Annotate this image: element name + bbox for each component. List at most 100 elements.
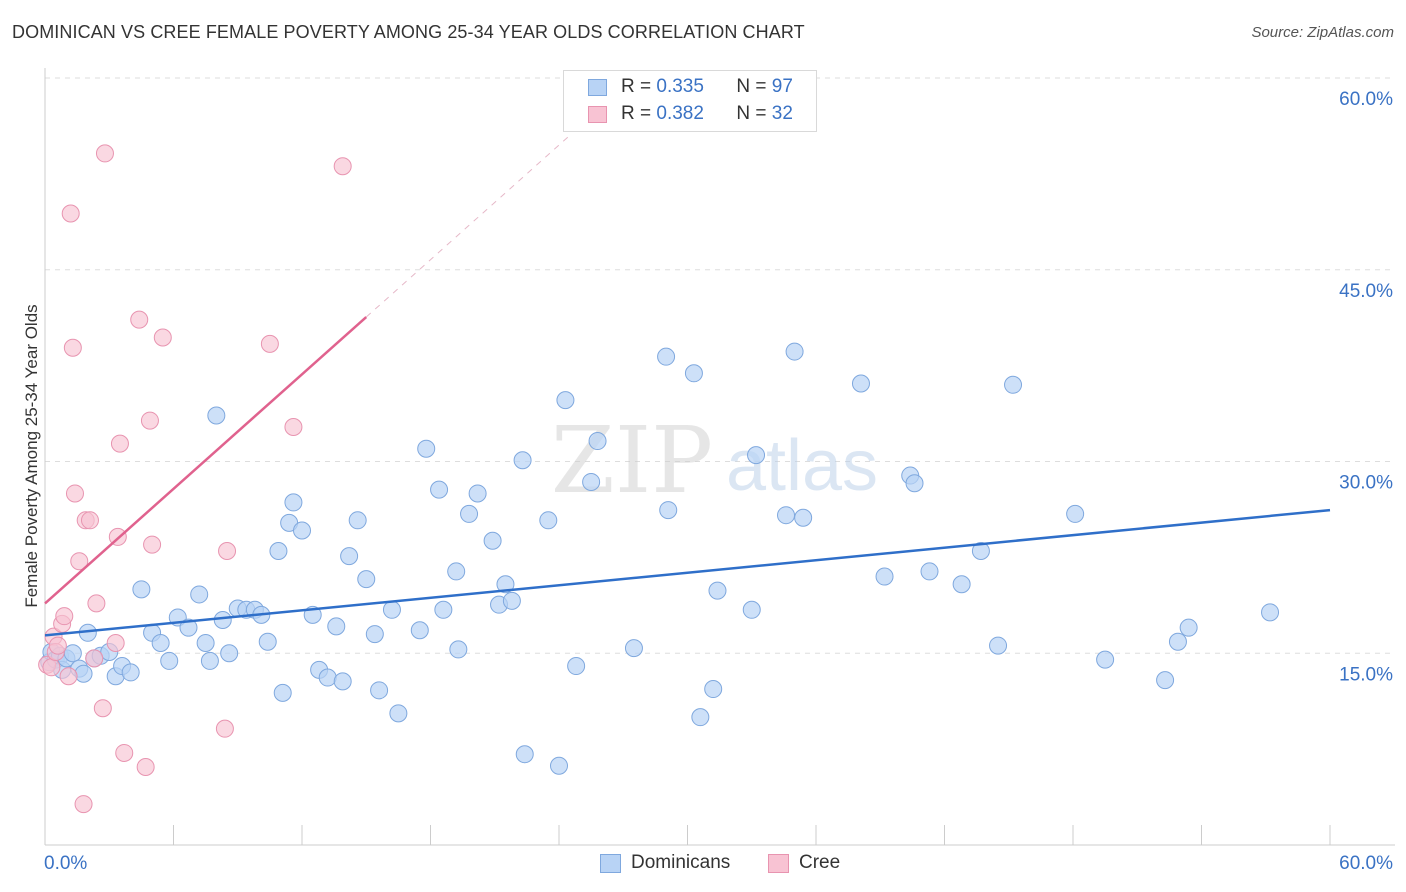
cree-point [87,594,106,613]
cree-point [93,699,112,718]
legend-item-cree: Cree [768,852,840,874]
r-value: 0.335 [656,76,704,97]
dominicans-point [220,644,239,663]
cree-point [70,552,89,571]
dominicans-point [365,625,384,644]
source-label: Source: ZipAtlas.com [1251,24,1394,41]
dominicans-point [1261,603,1280,622]
dominicans-point [659,501,678,520]
dominicans-point [952,575,971,594]
cree-swatch [588,105,607,123]
cree-point [284,417,303,436]
dominicans-point [460,504,479,523]
cree-point [115,743,134,762]
y-tick-label: 60.0% [1339,89,1393,110]
dominicans-point [389,704,408,723]
dominicans-point [777,506,796,525]
dominicans-point [151,634,170,653]
dominicans-point [417,439,436,458]
dominicans-point [550,756,568,775]
dominicans-point [132,580,151,599]
dominicans-point [588,432,607,451]
dominicans-point [1168,632,1187,651]
dominicans-point [284,493,303,512]
dominicans-point [410,621,429,640]
dominicans-point [1004,375,1023,394]
dominicans-swatch [588,78,607,96]
n-label: N = [736,76,772,97]
dominicans-point [213,611,232,630]
dominicans-point [875,567,894,586]
dominicans-point [483,531,502,550]
dominicans-point [502,591,521,610]
dominicans-point [430,480,449,499]
dominicans-point [1179,618,1198,637]
cree-point [95,144,114,163]
dominicans-point [293,521,311,540]
dominicans-point [989,636,1008,655]
watermark-zip: ZIP [551,407,713,514]
dominicans-point [327,617,346,636]
cree-point [143,535,162,554]
cree-point [42,658,61,677]
dominicans-swatch [600,853,621,873]
cree-points [38,144,352,814]
dominicans-point [785,342,804,361]
cree-point [65,484,84,503]
dominicans-point [121,663,140,682]
cree-point [153,328,172,347]
legend-label-cree: Cree [799,852,841,873]
dominicans-point [340,547,359,566]
dominicans-point [708,581,727,600]
dominicans-point [318,668,337,687]
legend-series: Dominicans Cree [0,852,1406,876]
n-value: 32 [771,103,793,124]
dominicans-point [567,657,586,676]
dominicans-point [468,484,487,503]
dominicans-point [747,446,766,465]
dominicans-point [200,651,219,670]
chart-title: DOMINICAN VS CREE FEMALE POVERTY AMONG 2… [12,22,805,42]
dominicans-point [496,575,515,594]
dominicans-point [920,562,939,581]
dominicans-point [582,472,601,491]
dominicans-point [190,585,209,604]
dominicans-point [1096,650,1115,669]
cree-point [110,434,129,453]
gridlines [45,77,1395,654]
dominicans-point [196,634,215,653]
dominicans-point [539,511,558,530]
y-tick-label: 15.0% [1339,664,1393,685]
dominicans-point [179,618,198,637]
dominicans-point [74,664,93,683]
cree-point [74,795,93,814]
dominicans-point [160,651,179,670]
cree-point [106,634,125,653]
cree-point [260,334,279,353]
dominicans-point [63,644,82,663]
dominicans-point [742,600,761,619]
dominicans-point [684,364,703,383]
legend-label-dominicans: Dominicans [631,852,731,873]
axes [44,68,1395,846]
n-label: N = [736,103,772,124]
dominicans-point [357,570,376,589]
dominicans-point [905,474,924,493]
dominicans-point [434,600,453,619]
cree-point [61,204,80,223]
dominicans-point [794,508,813,527]
cree-point [63,338,82,357]
dominicans-point [1156,671,1175,690]
dominicans-point [382,600,401,619]
cree-point [136,758,155,777]
trend-lines [44,135,1331,637]
dominicans-trend-line [44,508,1331,637]
cree-point [218,541,237,560]
x-tick-label: 60.0% [1339,853,1393,874]
r-label: R = [621,76,657,97]
dominicans-point [657,347,676,366]
dominicans-point [691,708,710,727]
dominicans-point [556,391,575,410]
dominicans-point [624,639,643,658]
dominicans-point [207,406,226,425]
